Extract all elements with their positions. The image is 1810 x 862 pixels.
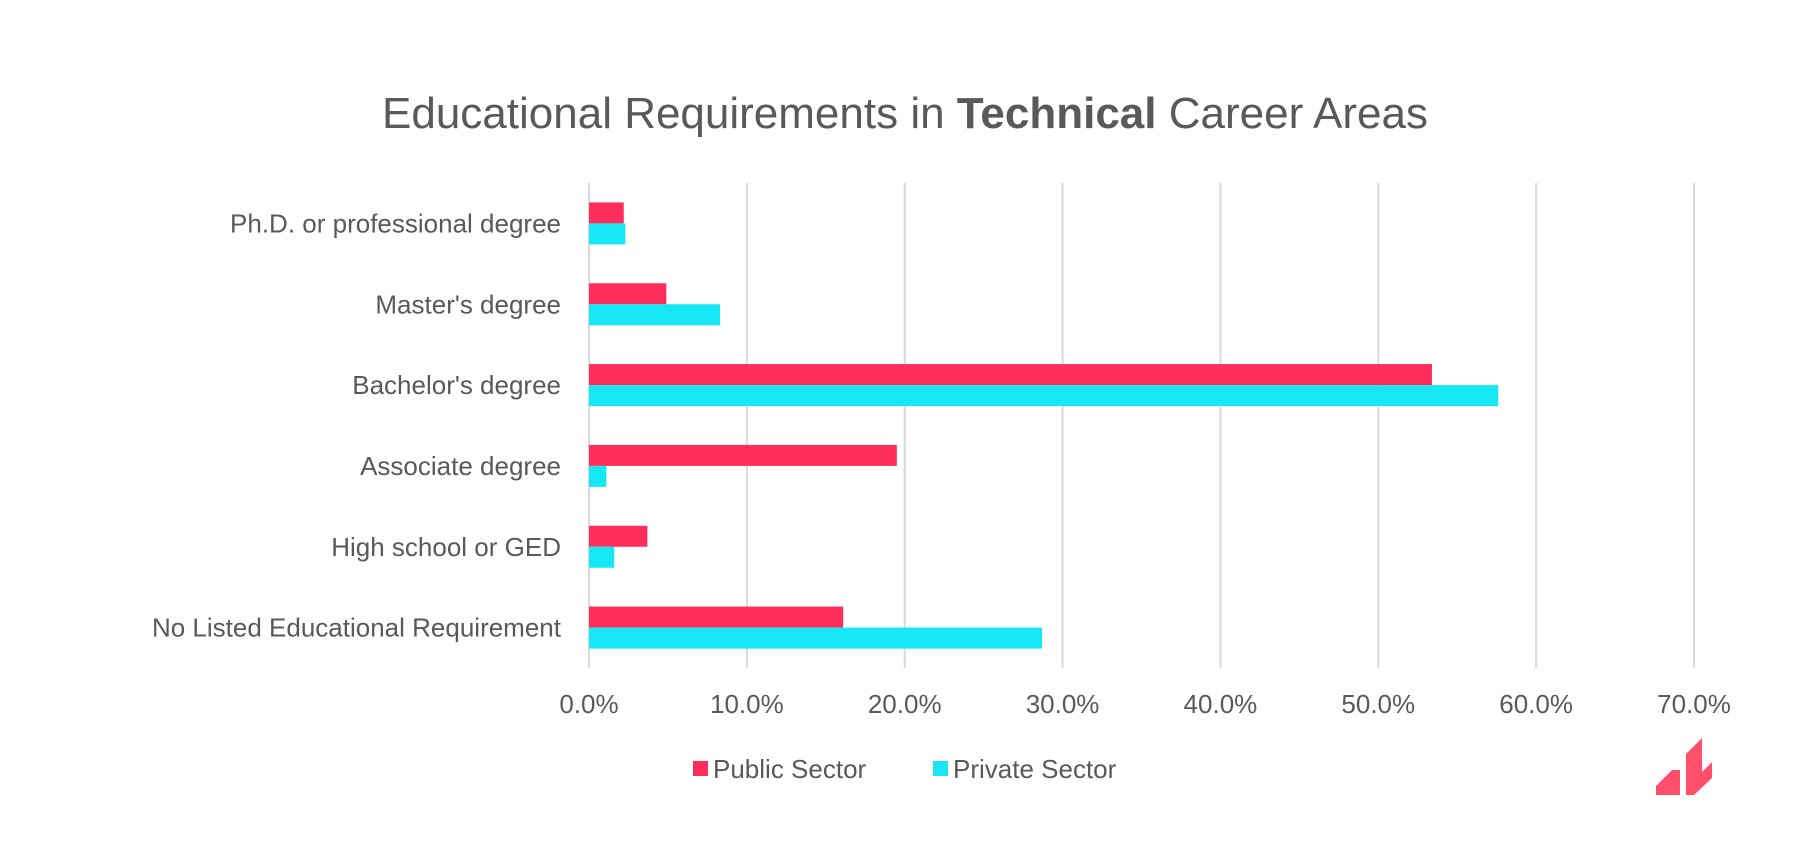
category-label: Bachelor's degree <box>352 370 561 400</box>
chart-title: Educational Requirements in Technical Ca… <box>382 89 1428 138</box>
category-label: Master's degree <box>375 289 561 319</box>
category-label: No Listed Educational Requirement <box>152 613 562 643</box>
x-tick-label: 40.0% <box>1184 689 1258 719</box>
x-tick-label: 10.0% <box>710 689 784 719</box>
x-tick-label: 50.0% <box>1341 689 1415 719</box>
category-label: High school or GED <box>331 532 561 562</box>
x-tick-label: 70.0% <box>1657 689 1731 719</box>
legend-swatch <box>693 761 708 776</box>
x-tick-label: 20.0% <box>868 689 942 719</box>
chart-title-suffix: Career Areas <box>1157 89 1428 138</box>
category-label: Ph.D. or professional degree <box>230 208 561 238</box>
gridlines <box>588 183 1695 668</box>
legend-label: Private Sector <box>953 754 1117 784</box>
bar-private <box>589 627 1043 649</box>
category-label: Associate degree <box>360 451 561 481</box>
legend: Public Sector Private Sector <box>693 754 1117 784</box>
x-tick-labels: 0.0% 10.0% 20.0% 30.0% 40.0% 50.0% 60.0% 70.0% <box>559 689 1731 719</box>
bar-public <box>589 283 667 305</box>
bar-private <box>589 465 607 487</box>
bar-public <box>589 444 897 466</box>
x-tick-label: 60.0% <box>1499 689 1573 719</box>
legend-label: Public Sector <box>713 754 867 784</box>
x-tick-label: 30.0% <box>1026 689 1100 719</box>
bar-private <box>589 223 626 245</box>
bar-private <box>589 385 1499 407</box>
x-tick-label: 0.0% <box>559 689 618 719</box>
bar-public <box>589 202 624 224</box>
bars <box>589 202 1499 649</box>
category-labels: Ph.D. or professional degree Master's deg… <box>152 208 562 642</box>
chart-title-prefix: Educational Requirements in <box>382 89 957 138</box>
bar-public <box>589 364 1432 386</box>
chart-title-bold: Technical <box>957 89 1157 138</box>
brand-logo-icon <box>1656 738 1712 795</box>
bar-private <box>589 546 615 568</box>
legend-swatch <box>933 761 948 776</box>
bar-private <box>589 304 721 326</box>
bar-public <box>589 606 844 628</box>
bar-public <box>589 525 648 547</box>
